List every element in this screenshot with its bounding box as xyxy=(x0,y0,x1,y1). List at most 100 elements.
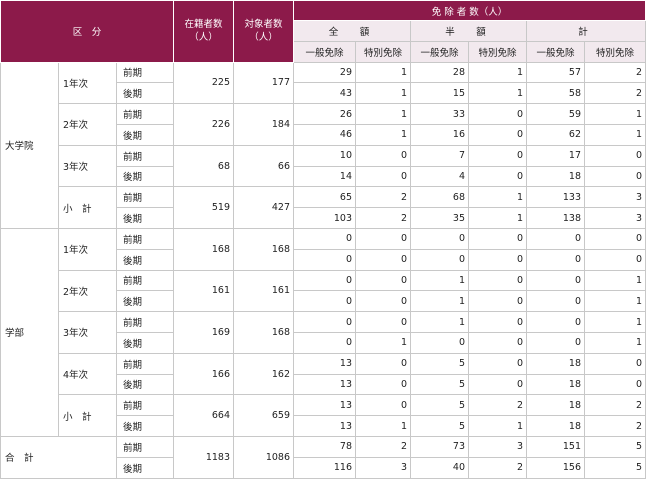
term-label: 前期 xyxy=(115,352,175,375)
year-label: 小 計 xyxy=(58,186,117,229)
menjo-value: 0 xyxy=(410,227,470,250)
header-tokubetsu: 特別免除 xyxy=(355,40,412,63)
menjo-value: 78 xyxy=(293,435,357,458)
menjo-value: 0 xyxy=(526,290,586,313)
menjo-value: 103 xyxy=(293,207,357,229)
zaiseki-value: 225 xyxy=(173,61,235,105)
header-taisho: 対象者数 （人） xyxy=(233,0,295,63)
menjo-value: 1 xyxy=(410,311,470,333)
table-row: 後期 0 0 1 0 0 1 xyxy=(1,290,647,313)
menjo-value: 3 xyxy=(355,456,412,479)
zaiseki-value: 169 xyxy=(173,311,235,354)
menjo-value: 0 xyxy=(355,248,412,271)
menjo-value: 0 xyxy=(468,248,528,271)
menjo-value: 1 xyxy=(410,290,470,313)
menjo-value: 1 xyxy=(410,269,470,292)
menjo-value: 0 xyxy=(584,165,647,188)
term-label: 後期 xyxy=(115,456,175,479)
menjo-value: 1 xyxy=(584,269,647,292)
exemption-table: 区 分 在籍者数 （人） 対象者数 （人） 免 除 者 数（人） 全 額 半 額… xyxy=(0,0,647,479)
menjo-value: 1 xyxy=(355,103,412,125)
menjo-value: 0 xyxy=(526,227,586,250)
taisho-value: 66 xyxy=(233,144,295,188)
menjo-value: 13 xyxy=(293,394,357,417)
header-hangaku: 半 額 xyxy=(410,20,528,42)
table-row: 2年次 前期 226 184 26 1 33 0 59 1 xyxy=(1,103,647,146)
menjo-value: 15 xyxy=(410,82,470,105)
menjo-value: 18 xyxy=(526,373,586,396)
menjo-value: 2 xyxy=(584,394,647,417)
zaiseki-value: 161 xyxy=(173,269,235,313)
year-label: 1年次 xyxy=(58,61,117,105)
taisho-value: 184 xyxy=(233,103,295,146)
term-label: 後期 xyxy=(115,415,175,437)
table-row: 後期 0 0 0 0 0 0 xyxy=(1,248,647,271)
menjo-value: 5 xyxy=(410,415,470,437)
menjo-value: 0 xyxy=(355,311,412,333)
year-label: 3年次 xyxy=(58,311,117,354)
menjo-value: 1 xyxy=(355,415,412,437)
menjo-value: 68 xyxy=(410,186,470,209)
taisho-value: 168 xyxy=(233,311,295,354)
taisho-value: 427 xyxy=(233,186,295,229)
menjo-value: 7 xyxy=(410,144,470,167)
menjo-value: 28 xyxy=(410,61,470,84)
year-label: 小 計 xyxy=(58,394,117,437)
menjo-value: 13 xyxy=(293,415,357,437)
zaiseki-value: 1183 xyxy=(173,435,235,479)
menjo-value: 1 xyxy=(584,290,647,313)
menjo-value: 2 xyxy=(584,82,647,105)
menjo-value: 0 xyxy=(355,144,412,167)
menjo-value: 0 xyxy=(410,331,470,354)
menjo-value: 46 xyxy=(293,123,357,146)
header-ippan: 一般免除 xyxy=(293,40,357,63)
term-label: 前期 xyxy=(115,186,175,209)
table-row: 2年次 前期 161 161 0 0 1 0 0 1 xyxy=(1,269,647,313)
menjo-value: 0 xyxy=(526,311,586,333)
header-ippan: 一般免除 xyxy=(526,40,586,63)
menjo-value: 1 xyxy=(584,311,647,333)
menjo-value: 1 xyxy=(468,82,528,105)
taisho-value: 162 xyxy=(233,352,295,396)
term-label: 後期 xyxy=(115,248,175,271)
menjo-value: 14 xyxy=(293,165,357,188)
header-zengaku: 全 額 xyxy=(293,20,412,42)
menjo-value: 0 xyxy=(468,227,528,250)
menjo-value: 1 xyxy=(355,61,412,84)
menjo-value: 2 xyxy=(468,394,528,417)
term-label: 後期 xyxy=(115,331,175,354)
menjo-value: 1 xyxy=(584,331,647,354)
menjo-value: 57 xyxy=(526,61,586,84)
menjo-value: 0 xyxy=(468,290,528,313)
group-label: 学部 xyxy=(0,227,59,437)
header-kubun: 区 分 xyxy=(0,0,175,63)
menjo-value: 0 xyxy=(468,165,528,188)
menjo-value: 65 xyxy=(293,186,357,209)
term-label: 前期 xyxy=(115,227,175,250)
menjo-value: 58 xyxy=(526,82,586,105)
menjo-value: 0 xyxy=(468,373,528,396)
menjo-value: 13 xyxy=(293,373,357,396)
menjo-value: 116 xyxy=(293,456,357,479)
menjo-value: 29 xyxy=(293,61,357,84)
menjo-value: 1 xyxy=(355,82,412,105)
menjo-value: 0 xyxy=(468,331,528,354)
menjo-value: 0 xyxy=(355,227,412,250)
table-row: 3年次 前期 68 66 10 0 7 0 17 0 xyxy=(1,144,647,188)
zaiseki-value: 166 xyxy=(173,352,235,396)
table-row-total: 後期 116 3 40 2 156 5 xyxy=(1,456,647,479)
header-menjo: 免 除 者 数（人） xyxy=(293,0,647,21)
menjo-value: 0 xyxy=(355,352,412,375)
year-label: 2年次 xyxy=(58,269,117,313)
menjo-value: 18 xyxy=(526,352,586,375)
menjo-value: 1 xyxy=(468,207,528,229)
menjo-value: 35 xyxy=(410,207,470,229)
year-label: 4年次 xyxy=(58,352,117,396)
menjo-value: 0 xyxy=(584,248,647,271)
header-zaiseki: 在籍者数 （人） xyxy=(173,0,235,63)
menjo-value: 0 xyxy=(526,269,586,292)
menjo-value: 3 xyxy=(584,186,647,209)
taisho-value: 177 xyxy=(233,61,295,105)
menjo-value: 33 xyxy=(410,103,470,125)
menjo-value: 73 xyxy=(410,435,470,458)
